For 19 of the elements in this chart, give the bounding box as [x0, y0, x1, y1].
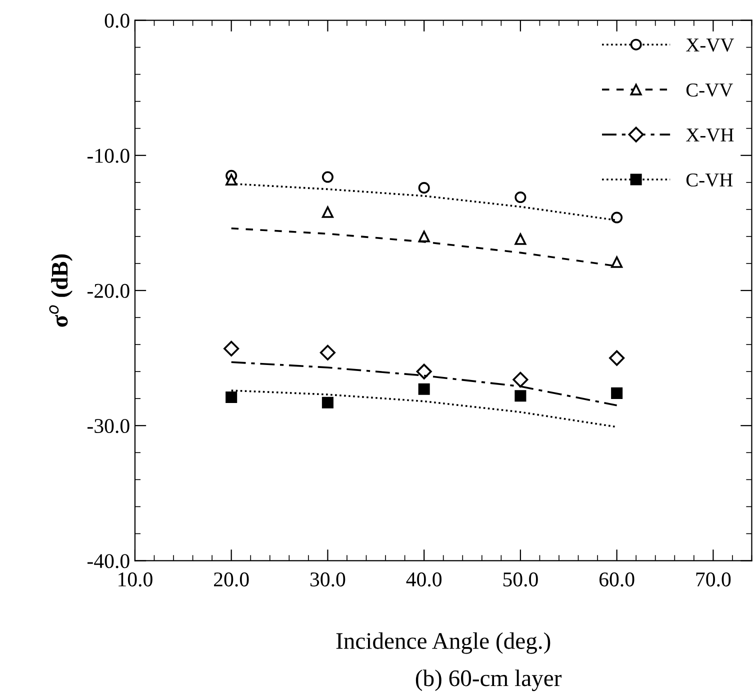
- y-tick-label: -30.0: [87, 418, 130, 434]
- x-tick-label: 10.0: [118, 572, 152, 587]
- y-tick-label: -40.0: [87, 554, 130, 568]
- legend-label: X-VH: [686, 128, 734, 142]
- x-tick-label: 40.0: [406, 572, 442, 587]
- x-tick-label: 30.0: [310, 572, 346, 587]
- legend-label: C-VV: [686, 84, 733, 97]
- y-tick-label: -20.0: [87, 284, 130, 298]
- y-tick-label: 0.0: [104, 14, 130, 28]
- legend-label: C-VH: [686, 173, 733, 187]
- y-axis-title: σ$^{o}$ (dB): [49, 254, 73, 327]
- y-tick-label: -10.0: [87, 148, 130, 163]
- x-tick-label: 50.0: [503, 572, 538, 587]
- legend-label: X-VV: [686, 38, 734, 52]
- x-tick-label: 60.0: [599, 572, 634, 587]
- x-axis-title: Incidence Angle (deg.): [336, 632, 550, 654]
- x-tick-label: 20.0: [214, 572, 249, 587]
- x-tick-label: 70.0: [696, 572, 731, 587]
- text: (b) 60-cm layer: [416, 670, 562, 692]
